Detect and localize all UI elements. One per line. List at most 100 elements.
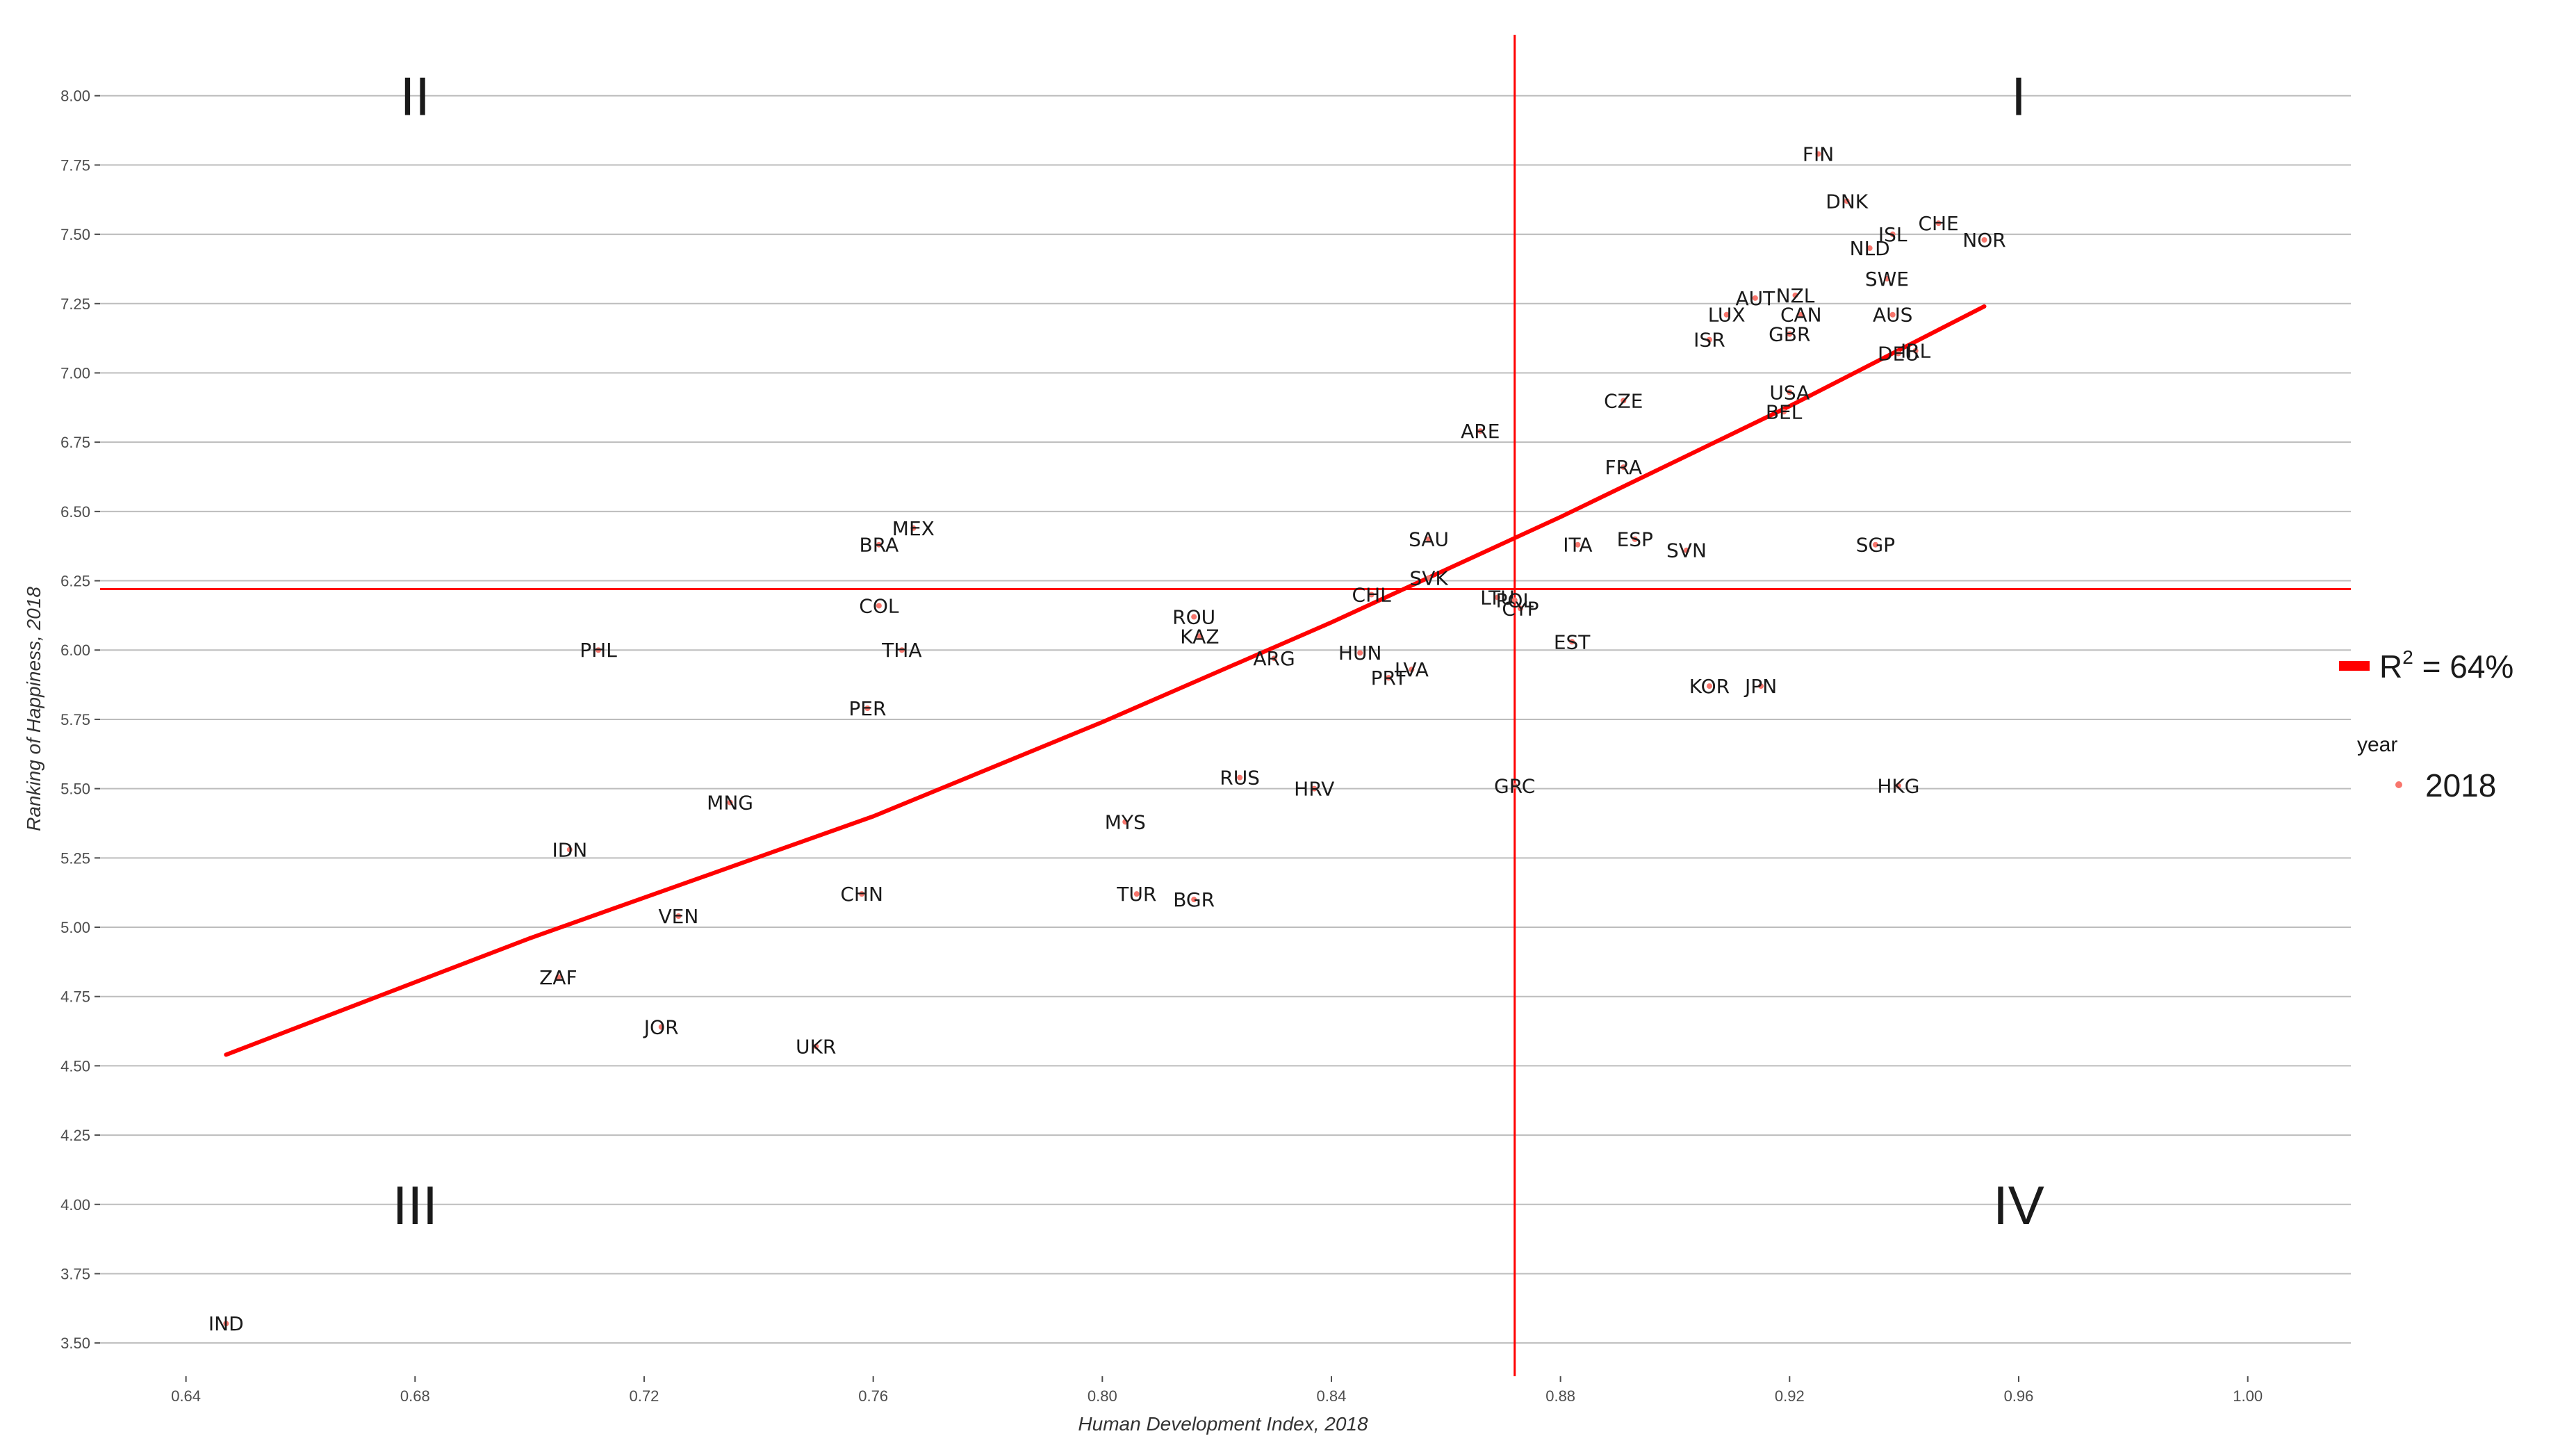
- point-label-sgp: SGP: [1856, 534, 1895, 557]
- x-tick-label-1-00: 1.00: [2233, 1387, 2263, 1405]
- point-label-hun: HUN: [1338, 642, 1382, 664]
- point-label-tha: THA: [881, 639, 921, 662]
- point-jor: [658, 1024, 664, 1030]
- point-jpn: [1758, 683, 1764, 690]
- point-label-chn: CHN: [840, 883, 883, 906]
- point-deu: [1895, 350, 1901, 357]
- y-tick-label-4-25: 4.25: [60, 1127, 90, 1144]
- point-hkg: [1895, 783, 1901, 789]
- point-rus: [1237, 774, 1243, 781]
- point-gbr: [1787, 331, 1793, 337]
- x-tick-label-0-80: 0.80: [1088, 1387, 1117, 1405]
- gridlines: [100, 95, 2351, 1344]
- point-label-cze: CZE: [1604, 389, 1643, 412]
- point-kaz: [1197, 633, 1203, 639]
- y-tick-label-7-75: 7.75: [60, 156, 90, 174]
- point-label-kor: KOR: [1689, 675, 1730, 698]
- point-label-rou: ROU: [1172, 605, 1215, 628]
- point-label-jor: JOR: [643, 1016, 679, 1039]
- y-tick-label-5-25: 5.25: [60, 849, 90, 867]
- point-label-ltu: LTU: [1480, 586, 1514, 609]
- legend-year-title: year: [2357, 733, 2397, 756]
- point-fra: [1621, 464, 1627, 471]
- point-label-ind: IND: [208, 1312, 244, 1335]
- y-tick-label-4-50: 4.50: [60, 1057, 90, 1075]
- point-label-cyp: CYP: [1502, 597, 1539, 620]
- points-group: FIN DNK CHE ISL NOR NLD SWE AUT NZL LUX CAN AUS GBR I…: [208, 142, 2006, 1335]
- point-bel: [1781, 409, 1787, 415]
- point-label-bel: BEL: [1766, 400, 1803, 423]
- point-label-esp: ESP: [1617, 528, 1653, 551]
- x-axis-ticks: 0.64 0.68 0.72 0.76 0.80 0.84 0.88 0.92 0.96 1.00: [171, 1376, 2263, 1405]
- trend-line-group: [224, 304, 1987, 1057]
- point-nor: [1981, 237, 1987, 243]
- point-svn: [1683, 547, 1689, 553]
- point-mng: [727, 799, 733, 806]
- y-tick-label-5-75: 5.75: [60, 711, 90, 728]
- y-tick-label-3-75: 3.75: [60, 1265, 90, 1282]
- x-tick-label-0-76: 0.76: [858, 1387, 888, 1405]
- point-label-idn: IDN: [552, 838, 587, 861]
- point-label-isr: ISR: [1693, 329, 1725, 352]
- reference-lines: [100, 35, 2351, 1376]
- point-bgr: [1191, 897, 1197, 903]
- quadrant-label-iv: IV: [1993, 1175, 2044, 1236]
- point-mys: [1122, 819, 1129, 825]
- x-tick-label-0-92: 0.92: [1775, 1387, 1805, 1405]
- point-swe: [1884, 275, 1890, 282]
- point-label-sau: SAU: [1409, 528, 1449, 551]
- point-label-are: ARE: [1461, 420, 1500, 443]
- legend-r-value: = 64%: [2413, 648, 2514, 685]
- legend-r-superscript: 2: [2402, 646, 2413, 668]
- point-phl: [596, 647, 602, 653]
- point-hun: [1357, 650, 1363, 656]
- point-label-ukr: UKR: [796, 1035, 836, 1058]
- point-label-svk: SVK: [1409, 567, 1448, 590]
- point-label-isl: ISL: [1878, 223, 1908, 246]
- point-label-arg: ARG: [1253, 647, 1295, 670]
- x-tick-label-0-64: 0.64: [171, 1387, 201, 1405]
- point-label-tur: TUR: [1116, 883, 1156, 906]
- point-col: [876, 603, 882, 609]
- legend-point-swatch: [2395, 781, 2402, 788]
- point-sau: [1426, 536, 1432, 542]
- quadrant-label-i: I: [2011, 66, 2026, 127]
- trend-line: [224, 304, 1987, 1057]
- legend: R2 = 64% year 2018: [2339, 646, 2513, 804]
- point-irl: [1912, 348, 1919, 354]
- point-arg: [1271, 655, 1277, 662]
- point-label-mng: MNG: [707, 792, 753, 815]
- point-cyp: [1517, 605, 1523, 612]
- point-isr: [1706, 336, 1712, 343]
- y-tick-label-6-75: 6.75: [60, 434, 90, 451]
- point-label-phl: PHL: [580, 639, 617, 662]
- point-kor: [1706, 683, 1712, 690]
- point-label-aus: AUS: [1873, 304, 1912, 327]
- point-label-col: COL: [859, 594, 899, 617]
- y-tick-label-6-25: 6.25: [60, 573, 90, 590]
- point-grc: [1511, 783, 1518, 789]
- point-aut: [1752, 295, 1758, 301]
- point-label-nor: NOR: [1962, 229, 2005, 252]
- point-tha: [899, 647, 905, 653]
- point-label-gbr: GBR: [1769, 323, 1810, 346]
- y-tick-label-7-50: 7.50: [60, 226, 90, 243]
- point-label-rus: RUS: [1220, 767, 1260, 790]
- point-chn: [859, 891, 865, 897]
- y-tick-label-6-50: 6.50: [60, 503, 90, 521]
- point-label-lva: LVA: [1395, 658, 1429, 681]
- point-ukr: [813, 1043, 819, 1050]
- y-tick-label-8-00: 8.00: [60, 88, 90, 105]
- point-lva: [1409, 667, 1415, 673]
- point-label-prt: PRT: [1371, 667, 1407, 690]
- point-label-che: CHE: [1918, 212, 1958, 235]
- point-ltu: [1494, 594, 1500, 601]
- point-isl: [1889, 231, 1896, 238]
- y-axis-ticks: 3.50 3.75 4.00 4.25 4.50 4.75 5.00 5.25 5.50 5.75…: [60, 88, 100, 1352]
- point-cze: [1621, 398, 1627, 404]
- point-fin: [1815, 151, 1821, 157]
- point-zaf: [555, 974, 561, 980]
- point-are: [1477, 428, 1484, 434]
